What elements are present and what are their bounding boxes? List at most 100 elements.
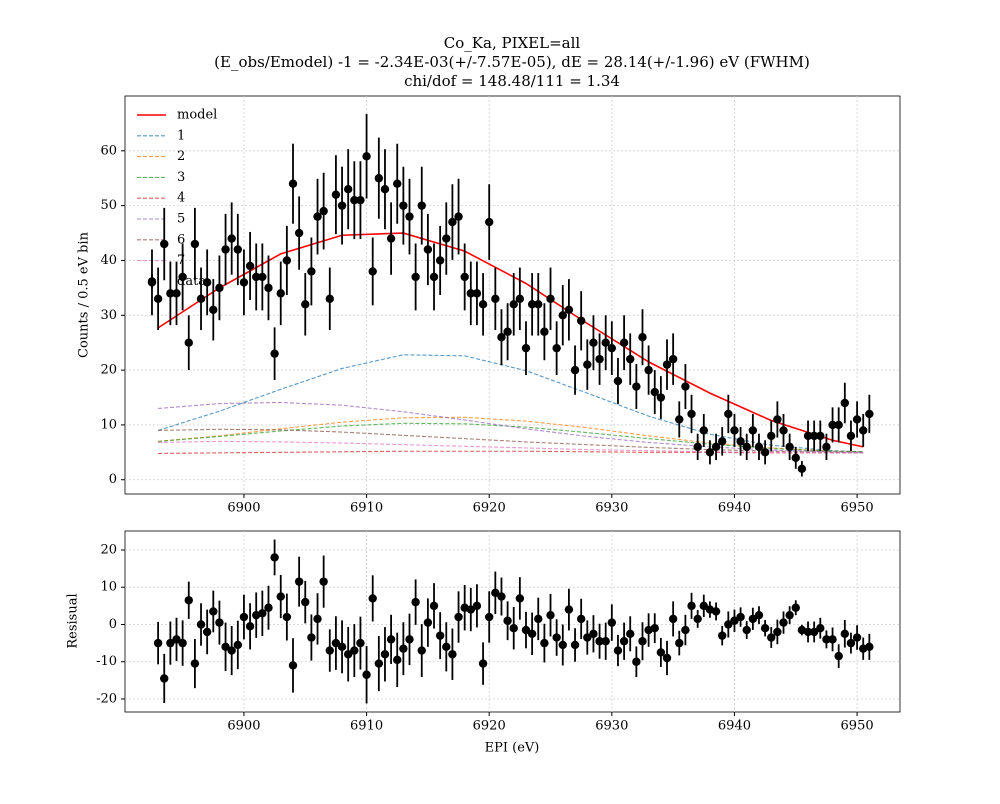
y-tick-label: 40 (100, 253, 117, 268)
data-point (570, 640, 580, 650)
data-point (252, 272, 261, 282)
data-point (779, 618, 788, 627)
data-point (276, 289, 285, 298)
data-point (527, 300, 537, 309)
data-point (626, 354, 635, 364)
title-line: (E_obs/Emodel) -1 = -2.34E-03(+/-7.57E-0… (214, 53, 810, 71)
data-point (343, 184, 353, 194)
data-point (399, 644, 408, 653)
x-tick-label: 6900 (227, 501, 260, 516)
data-point (540, 638, 549, 648)
data-point (466, 605, 476, 614)
data-point (368, 594, 377, 603)
x-tick-label: 6940 (718, 719, 751, 734)
data-point (472, 289, 482, 298)
data-point (233, 245, 243, 254)
data-point (767, 633, 776, 642)
data-point (859, 426, 868, 435)
data-point (386, 635, 396, 644)
data-point (258, 609, 267, 618)
data-point (270, 349, 279, 358)
data-point (711, 607, 721, 616)
data-point (393, 655, 402, 665)
data-point (380, 650, 390, 659)
data-point (307, 267, 316, 276)
legend-label: model (177, 108, 217, 123)
data-point (337, 201, 347, 210)
data-point (417, 646, 426, 655)
y-axis-label: Resisual (66, 593, 81, 648)
data-point (160, 239, 169, 249)
data-point (485, 612, 494, 622)
data-point (233, 640, 243, 650)
data-point (717, 631, 727, 640)
data-point (552, 633, 561, 642)
data-point (730, 426, 739, 435)
data-point (699, 601, 708, 611)
data-point (448, 650, 457, 659)
data-point (319, 206, 328, 216)
data-point (209, 607, 218, 616)
data-point (589, 338, 598, 347)
data-point (356, 638, 365, 648)
x-tick-label: 6920 (473, 501, 506, 516)
data-point (705, 448, 715, 457)
data-point (834, 420, 843, 430)
data-point (178, 638, 187, 648)
data-point (172, 289, 181, 298)
data-point (564, 305, 574, 315)
data-point (619, 338, 629, 347)
data-point (736, 612, 745, 622)
data-point (687, 409, 696, 419)
data-point (374, 174, 384, 183)
data-point (202, 278, 212, 287)
x-tick-label: 6950 (841, 501, 874, 516)
data-point (613, 646, 623, 655)
data-point (160, 674, 169, 683)
data-point (601, 338, 610, 347)
data-point (166, 638, 175, 648)
title-line: Co_Ka, PIXEL=all (444, 34, 581, 52)
data-point (325, 294, 334, 304)
series-line (158, 450, 864, 454)
data-point (644, 365, 653, 375)
data-point (546, 294, 555, 304)
data-point (564, 605, 574, 614)
data-point (521, 625, 531, 635)
data-point (822, 635, 831, 644)
data-point (558, 640, 567, 650)
data-point (411, 272, 420, 282)
data-point (147, 278, 157, 287)
data-point (172, 635, 181, 644)
data-point (153, 638, 163, 648)
legend-label: 3 (177, 170, 185, 185)
x-tick-label: 6900 (227, 719, 260, 734)
data-point (527, 629, 537, 638)
data-point (754, 610, 764, 620)
legend-label: 4 (177, 191, 185, 206)
data-point (331, 190, 341, 199)
data-point (460, 272, 469, 282)
data-point (576, 316, 586, 325)
data-point (485, 217, 494, 227)
data-point (570, 365, 580, 375)
legend-label: 7 (177, 253, 185, 268)
data-point (472, 601, 482, 611)
data-point (411, 597, 420, 607)
data-point (478, 659, 488, 668)
data-point (184, 338, 193, 347)
data-point (276, 592, 285, 601)
y-tick-label: 30 (100, 308, 117, 323)
data-point (846, 638, 856, 648)
x-tick-label: 6950 (841, 719, 874, 734)
y-tick-label: -20 (96, 691, 117, 706)
data-point (601, 637, 610, 646)
data-point (767, 431, 776, 441)
data-point (386, 234, 396, 243)
data-point (840, 629, 850, 638)
data-point (668, 614, 678, 624)
data-point (178, 272, 187, 282)
data-point (834, 651, 843, 661)
data-point (264, 603, 273, 612)
data-point (540, 327, 549, 336)
